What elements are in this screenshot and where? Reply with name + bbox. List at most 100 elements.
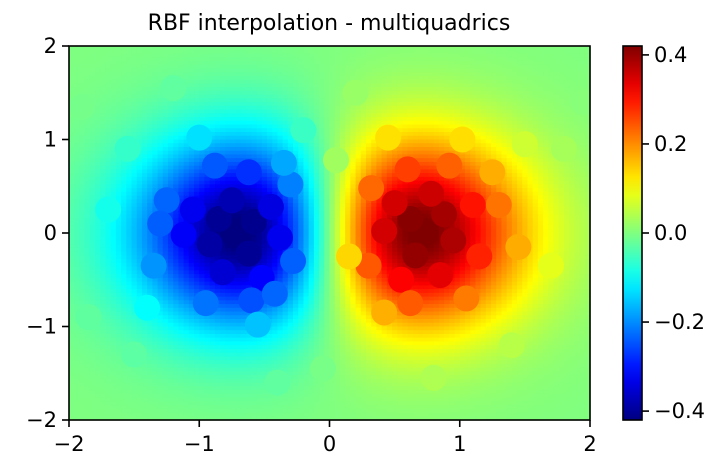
heatmap-cell [355, 161, 362, 167]
heatmap-cell [574, 210, 581, 215]
heatmap-cell [69, 135, 75, 141]
heatmap-cell [438, 49, 445, 55]
heatmap-cell [365, 165, 372, 171]
heatmap-cell [506, 90, 513, 96]
heatmap-cell [282, 87, 289, 92]
heatmap-cell [407, 117, 414, 122]
heatmap-cell [433, 109, 440, 114]
heatmap-cell [74, 83, 81, 88]
heatmap-cell [178, 105, 185, 111]
heatmap-cell [162, 98, 169, 103]
heatmap-cell [188, 191, 195, 197]
heatmap-cell [256, 120, 263, 126]
heatmap-cell [100, 87, 107, 92]
heatmap-cell [438, 87, 445, 92]
heatmap-cell [407, 109, 414, 114]
heatmap-cell [230, 139, 237, 144]
heatmap-cell [569, 124, 575, 129]
heatmap-cell [454, 87, 461, 92]
heatmap-cell [89, 206, 96, 212]
heatmap-cell [209, 113, 216, 118]
heatmap-cell [350, 154, 357, 159]
heatmap-cell [220, 90, 226, 96]
heatmap-cell [162, 105, 169, 111]
heatmap-cell [444, 83, 450, 88]
heatmap-cell [517, 188, 523, 193]
heatmap-cell [136, 83, 143, 88]
heatmap-cell [402, 117, 409, 122]
heatmap-cell [293, 94, 299, 99]
heatmap-cell [496, 98, 503, 103]
heatmap-cell [433, 150, 440, 156]
heatmap-cell [449, 49, 456, 55]
heatmap-cell [256, 128, 263, 133]
heatmap-cell [188, 64, 195, 70]
heatmap-cell [397, 46, 404, 51]
heatmap-cell [392, 158, 398, 163]
heatmap-cell [517, 206, 523, 212]
heatmap-cell [209, 49, 216, 55]
heatmap-cell [194, 191, 200, 197]
heatmap-cell [376, 49, 383, 55]
heatmap-cell [339, 79, 346, 84]
heatmap-cell [131, 75, 138, 81]
heatmap-cell [110, 83, 117, 88]
heatmap-cell [412, 105, 419, 111]
heatmap-cell [386, 57, 393, 62]
heatmap-cell [464, 165, 471, 171]
heatmap-cell [428, 53, 435, 58]
heatmap-cell [548, 109, 555, 114]
heatmap-cell [178, 195, 185, 200]
heatmap-cell [287, 94, 294, 99]
heatmap-cell [579, 46, 586, 51]
heatmap-cell [506, 165, 513, 171]
heatmap-cell [381, 214, 388, 219]
heatmap-cell [131, 90, 138, 96]
heatmap-cell [537, 169, 544, 174]
heatmap-cell [407, 46, 414, 51]
heatmap-cell [548, 90, 555, 96]
heatmap-cell [293, 218, 299, 223]
heatmap-cell [543, 150, 549, 156]
heatmap-cell [246, 139, 252, 144]
heatmap-cell [376, 90, 383, 96]
heatmap-cell [522, 124, 529, 129]
heatmap-cell [329, 203, 336, 208]
heatmap-cell [183, 161, 190, 167]
heatmap-cell [194, 79, 200, 84]
heatmap-cell [480, 113, 487, 118]
heatmap-cell [141, 146, 148, 152]
heatmap-cell [418, 180, 424, 185]
heatmap-cell [360, 165, 367, 171]
heatmap-cell [188, 75, 195, 81]
heatmap-cell [496, 60, 503, 66]
heatmap-cell [89, 225, 96, 230]
heatmap-cell [480, 214, 487, 219]
heatmap-cell [412, 83, 419, 88]
heatmap-cell [345, 132, 351, 137]
heatmap-cell [558, 83, 565, 88]
heatmap-cell [548, 169, 555, 174]
heatmap-cell [225, 94, 232, 99]
heatmap-cell [517, 87, 523, 92]
heatmap-cell [277, 132, 284, 137]
heatmap-cell [543, 135, 549, 141]
heatmap-cell [569, 83, 575, 88]
heatmap-cell [558, 229, 565, 234]
heatmap-cell [464, 184, 471, 189]
heatmap-cell [74, 143, 81, 148]
heatmap-cell [459, 150, 466, 156]
heatmap-cell [131, 165, 138, 171]
heatmap-cell [386, 214, 393, 219]
heatmap-cell [183, 120, 190, 126]
heatmap-cell [157, 124, 164, 129]
heatmap-cell [433, 158, 440, 163]
heatmap-cell [475, 102, 482, 107]
heatmap-cell [376, 109, 383, 114]
heatmap-cell [84, 169, 91, 174]
heatmap-cell [131, 117, 138, 122]
heatmap-cell [230, 105, 237, 111]
heatmap-cell [579, 49, 586, 55]
heatmap-cell [105, 161, 112, 167]
